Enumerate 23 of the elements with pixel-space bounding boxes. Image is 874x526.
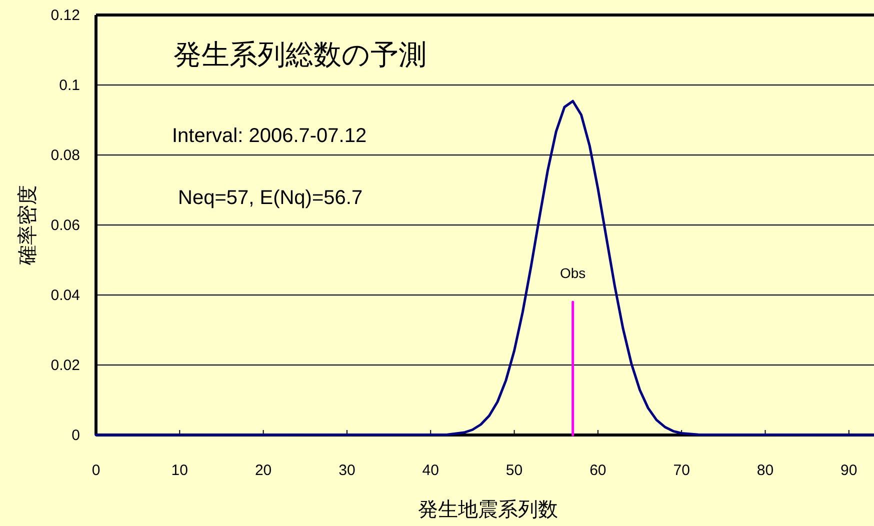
x-tick-label: 10 [171,462,188,479]
x-tick-label: 40 [422,462,439,479]
x-tick-label: 90 [840,462,858,479]
y-tick-label: 0.04 [50,287,80,304]
series-label: Obs [560,265,586,281]
x-tick-label: 60 [590,462,606,479]
y-axis-title: 確率密度 [17,185,39,266]
x-tick-label: 80 [756,462,774,479]
annotation: Interval: 2006.7-07.12 [172,125,367,147]
x-tick-label: 70 [673,462,690,479]
y-tick-label: 0 [72,427,80,444]
x-axis-title: 発生地震系列数 [418,499,558,521]
x-tick-label: 30 [338,462,356,479]
annotation: Neq=57, E(Nq)=56.7 [178,187,363,209]
y-tick-label: 0.1 [59,77,80,94]
y-tick-label: 0.06 [50,217,80,234]
y-tick-label: 0.08 [50,147,80,164]
y-tick-label: 0.12 [50,7,80,24]
x-tick-label: 0 [92,462,100,479]
y-tick-label: 0.02 [50,357,80,374]
text: 発生系列総数の予測 [174,39,426,70]
x-tick-label: 20 [254,462,272,479]
x-tick-label: 50 [506,462,523,479]
